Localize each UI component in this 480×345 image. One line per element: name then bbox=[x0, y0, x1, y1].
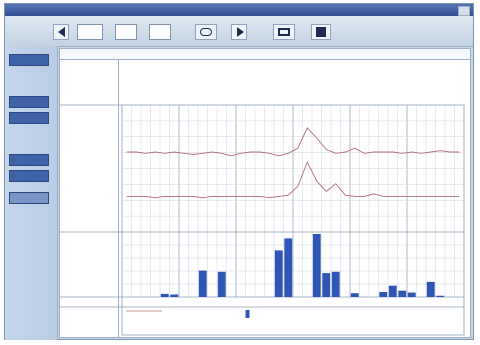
bar bbox=[160, 293, 169, 297]
bar bbox=[331, 271, 340, 297]
bar bbox=[350, 293, 359, 297]
toolbar bbox=[5, 16, 473, 47]
report-header bbox=[60, 49, 470, 60]
bar bbox=[217, 271, 226, 297]
sidebar-button-3[interactable] bbox=[9, 112, 49, 124]
report-panel bbox=[59, 48, 471, 338]
bar bbox=[379, 291, 388, 297]
bar bbox=[198, 270, 207, 297]
chart-area bbox=[60, 104, 465, 336]
sidebar-button-2[interactable] bbox=[9, 96, 49, 108]
bar bbox=[398, 290, 407, 297]
bar bbox=[274, 250, 283, 297]
refresh-icon bbox=[200, 28, 212, 36]
sidebar-button-5[interactable] bbox=[9, 170, 49, 182]
bar bbox=[407, 292, 416, 297]
note-mark-bar bbox=[245, 310, 250, 318]
printer-icon bbox=[278, 28, 290, 36]
bar bbox=[170, 294, 179, 297]
sidebar-button-4[interactable] bbox=[9, 154, 49, 166]
save-button[interactable] bbox=[311, 24, 331, 40]
bar bbox=[284, 238, 293, 297]
bar bbox=[322, 273, 331, 297]
sidebar-button-6[interactable] bbox=[9, 192, 49, 204]
arrow-left-icon bbox=[58, 27, 65, 37]
previous-day-button[interactable] bbox=[53, 24, 69, 40]
print-button[interactable] bbox=[273, 24, 295, 40]
app-window bbox=[4, 3, 474, 340]
band-label-column bbox=[60, 59, 119, 337]
bar bbox=[426, 281, 435, 297]
next-day-button[interactable] bbox=[231, 24, 247, 40]
series-line-2 bbox=[126, 160, 460, 199]
day-input[interactable] bbox=[149, 24, 171, 40]
arrow-right-icon bbox=[237, 27, 244, 37]
close-button[interactable] bbox=[458, 6, 470, 16]
bar bbox=[312, 234, 321, 297]
bar bbox=[436, 295, 445, 297]
sidebar-button-1[interactable] bbox=[9, 54, 49, 66]
sidebar bbox=[5, 46, 58, 340]
title-bar bbox=[5, 4, 473, 16]
month-input[interactable] bbox=[115, 24, 137, 40]
year-input[interactable] bbox=[77, 24, 103, 40]
redisplay-button[interactable] bbox=[195, 24, 217, 40]
floppy-disk-icon bbox=[316, 27, 326, 37]
bar bbox=[388, 285, 397, 297]
series-line-1 bbox=[126, 127, 460, 157]
